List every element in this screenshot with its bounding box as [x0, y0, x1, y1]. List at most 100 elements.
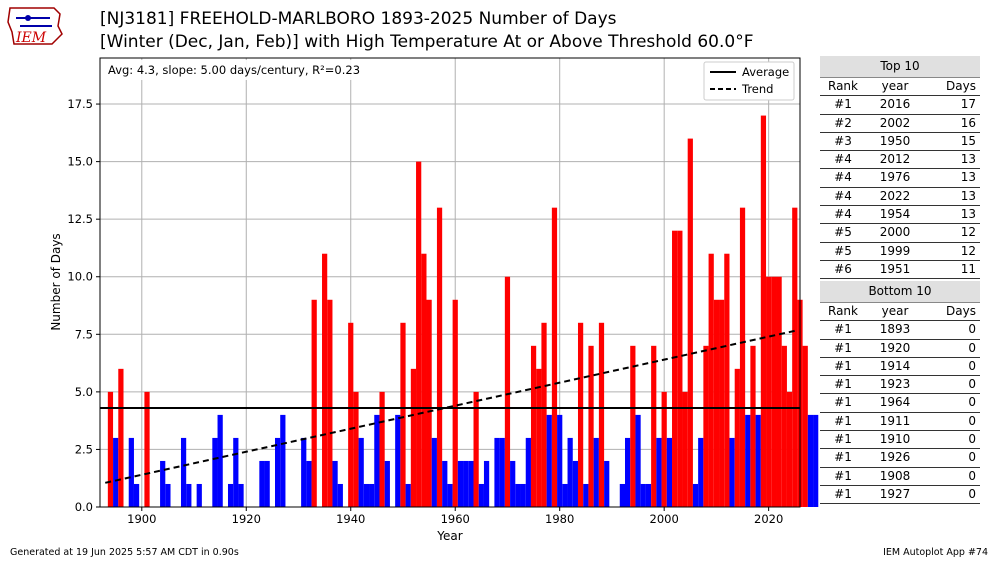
bar-1898 — [128, 437, 134, 507]
reference-lines — [100, 329, 800, 484]
top10-rank: #3 — [834, 133, 852, 148]
bar-1984 — [577, 322, 584, 507]
bar-1959 — [447, 483, 453, 507]
bar-2005 — [687, 138, 693, 508]
bar-1989 — [604, 460, 610, 507]
bar-1965 — [478, 483, 484, 507]
bottom10-row: #1 1926 0 — [820, 449, 980, 468]
bottom10-days: 0 — [968, 340, 976, 355]
bar-2001 — [666, 437, 673, 507]
top10-row: #5 2000 12 — [820, 224, 980, 243]
top10-row: #4 1954 13 — [820, 206, 980, 225]
y-tick-label: 10.0 — [67, 270, 93, 284]
bar-1949 — [395, 414, 401, 507]
bar-2011 — [719, 299, 725, 507]
y-tick-label: 2.5 — [75, 442, 93, 456]
x-tick-label: 1920 — [232, 512, 261, 526]
bar-1994 — [630, 345, 636, 507]
bottom10-table: Bottom 10 Rank year Days #1 1893 0 #1 1920 0 #… — [820, 281, 980, 505]
bar-1955 — [426, 299, 432, 507]
x-tick-label: 2000 — [650, 512, 679, 526]
bar-1932 — [306, 460, 312, 507]
top10-header-year: year — [881, 79, 909, 93]
bar-1974 — [525, 437, 531, 507]
bar-2022 — [776, 276, 782, 507]
bar-1899 — [133, 483, 140, 507]
bar-1998 — [651, 345, 657, 507]
legend-average-label: Average — [742, 65, 789, 79]
bar-2015 — [739, 207, 746, 507]
bar-1963 — [468, 460, 474, 507]
bar-1911 — [196, 483, 202, 507]
bar-1940 — [348, 322, 354, 507]
bar-1924 — [264, 460, 270, 507]
bottom10-header-rank: Rank — [828, 304, 858, 318]
x-tick-label: 1980 — [545, 512, 574, 526]
top10-row: #2 2002 16 — [820, 115, 980, 133]
bottom10-row: #1 1920 0 — [820, 340, 980, 358]
top10-days: 13 — [960, 170, 976, 185]
bottom10-rank: #1 — [834, 432, 852, 447]
bottom10-row: #1 1964 0 — [820, 394, 980, 413]
bottom10-days: 0 — [968, 468, 976, 483]
bar-1937 — [332, 460, 338, 507]
bar-2008 — [703, 345, 709, 507]
bottom10-rank: #1 — [834, 395, 852, 410]
bottom10-days: 0 — [968, 432, 976, 447]
top10-rank: #5 — [834, 225, 852, 240]
bar-1957 — [436, 207, 443, 507]
top10-row: #5 1999 12 — [820, 243, 980, 261]
bar-1992 — [619, 483, 625, 507]
top10-rank: #4 — [834, 152, 852, 167]
bottom10-days: 0 — [968, 322, 976, 337]
app-credit: IEM Autoplot App #74 — [883, 547, 988, 558]
legend: Average Trend — [703, 61, 795, 101]
bar-1938 — [337, 483, 343, 507]
top10-year: 1951 — [879, 261, 911, 276]
y-tick-label: 17.5 — [67, 97, 93, 111]
top10-rank: #5 — [834, 243, 852, 258]
x-axis-label: Year — [436, 529, 462, 543]
bottom10-header-days: Days — [946, 304, 976, 318]
bar-2027 — [802, 345, 808, 507]
trend-line — [105, 329, 795, 484]
x-tick-label: 2020 — [754, 512, 783, 526]
top10-row: #4 2012 13 — [820, 151, 980, 170]
bar-1952 — [410, 368, 417, 507]
y-tick-label: 0.0 — [75, 500, 93, 514]
bar-1972 — [515, 483, 521, 507]
bar-2012 — [724, 253, 730, 507]
bottom10-year: 1927 — [879, 486, 911, 501]
bar-1985 — [583, 483, 589, 507]
bar-1935 — [322, 253, 328, 507]
top10-header-days: Days — [946, 79, 976, 93]
bottom10-days: 0 — [968, 450, 976, 465]
bar-1942 — [358, 437, 364, 507]
bottom10-rank: #1 — [834, 468, 852, 483]
bar-1918 — [233, 437, 239, 507]
bar-1966 — [483, 460, 490, 507]
bar-1986 — [588, 345, 594, 507]
bar-1981 — [562, 483, 568, 507]
bar-1971 — [510, 460, 516, 507]
bar-1917 — [227, 483, 234, 507]
top10-year: 1954 — [879, 207, 911, 222]
bar-2023 — [781, 345, 787, 507]
bottom10-row: #1 1923 0 — [820, 376, 980, 395]
top10-year: 1976 — [879, 170, 911, 185]
bar-1995 — [635, 414, 641, 507]
bar-2013 — [729, 437, 735, 507]
top10-table: Top 10 Rank year Days #1 2016 17 #2 2002 16 #3… — [820, 56, 980, 280]
bar-1896 — [118, 368, 124, 507]
bar-1976 — [536, 368, 542, 507]
title-line-2: [Winter (Dec, Jan, Feb)] with High Tempe… — [100, 32, 754, 52]
grid — [100, 58, 800, 508]
legend-trend-label: Trend — [741, 82, 773, 96]
bottom10-row: #1 1927 0 — [820, 486, 980, 505]
bottom10-rank: #1 — [834, 322, 852, 337]
bar-1904 — [160, 460, 166, 507]
y-tick-label: 15.0 — [67, 155, 93, 169]
generated-timestamp: Generated at 19 Jun 2025 5:57 AM CDT in … — [10, 547, 239, 558]
bar-2018 — [755, 414, 761, 507]
top10-days: 12 — [960, 225, 976, 240]
